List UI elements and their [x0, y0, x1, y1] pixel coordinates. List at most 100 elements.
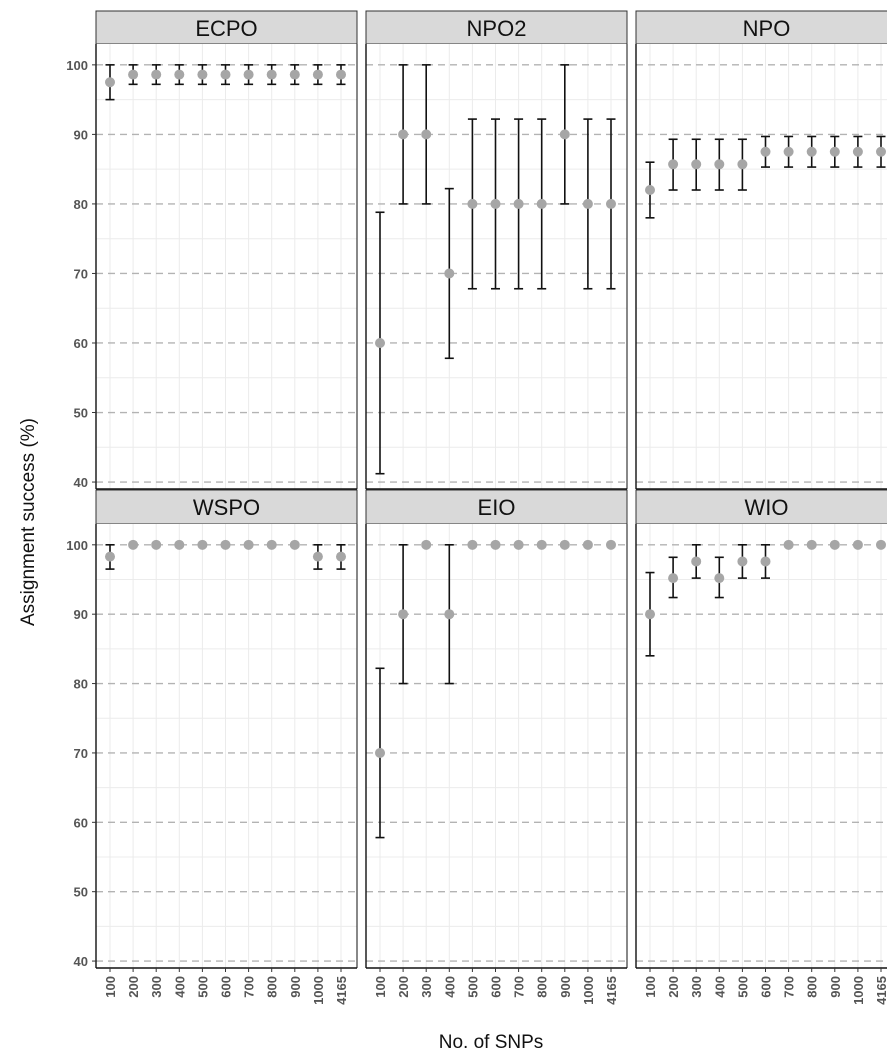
y-tick-label: 60 [74, 336, 88, 351]
data-point [536, 539, 547, 550]
data-point [876, 146, 886, 157]
panel-npo2: NPO2 [365, 10, 628, 490]
x-tick-label: 900 [828, 976, 843, 998]
data-point [783, 146, 794, 157]
x-tick-label: 400 [712, 976, 727, 998]
data-point [852, 539, 863, 550]
data-point [582, 539, 593, 550]
data-point [398, 129, 409, 140]
data-point [174, 539, 185, 550]
panel-background [636, 524, 887, 968]
data-point [714, 573, 725, 584]
data-point [668, 159, 679, 170]
x-tick-label: 500 [465, 976, 480, 998]
x-tick-label: 200 [666, 976, 681, 998]
data-point [714, 159, 725, 170]
data-point [536, 198, 547, 209]
data-point [691, 556, 702, 567]
panel-strip [365, 489, 628, 525]
y-tick-label: 70 [74, 266, 88, 281]
data-point [668, 573, 679, 584]
x-tick-label: 700 [782, 976, 797, 998]
data-point [289, 539, 300, 550]
panel-background [96, 44, 357, 489]
data-point [852, 146, 863, 157]
data-point [375, 747, 385, 758]
data-point [559, 129, 570, 140]
y-tick-label: 90 [74, 607, 88, 622]
data-point [645, 185, 655, 196]
panel-strip [635, 10, 887, 45]
panel-background [366, 44, 627, 489]
y-tick-label: 80 [74, 677, 88, 692]
data-point [151, 69, 162, 80]
data-point [513, 198, 524, 209]
panel-title: EIO [478, 495, 516, 520]
x-tick-label: 300 [419, 976, 434, 998]
data-point [243, 539, 254, 550]
data-point [691, 159, 702, 170]
panel-background [96, 524, 357, 968]
data-point [289, 69, 300, 80]
x-tick-label: 100 [643, 976, 658, 998]
y-tick-label: 100 [66, 58, 88, 73]
data-point [737, 159, 748, 170]
x-tick-label: 700 [512, 976, 527, 998]
data-point [312, 69, 323, 80]
y-tick-label: 60 [74, 815, 88, 830]
x-axis-title: No. of SNPs [439, 1032, 544, 1053]
x-tick-label: 300 [689, 976, 704, 998]
data-point [876, 539, 886, 550]
panel-background [366, 524, 627, 968]
data-point [829, 539, 840, 550]
x-tick-label: 900 [288, 976, 303, 998]
data-point [336, 69, 346, 80]
panels-layer: ECPO 40 50 60 70 80 90 100 NPO2 NPO WSPO 40 50 60 70 80… [66, 10, 887, 1005]
data-point [174, 69, 185, 80]
data-point [582, 198, 593, 209]
x-tick-label: 700 [242, 976, 257, 998]
x-tick-label: 400 [442, 976, 457, 998]
data-point [467, 539, 478, 550]
x-tick-label: 100 [373, 976, 388, 998]
data-point [444, 268, 455, 279]
x-tick-label: 900 [558, 976, 573, 998]
panel-title: NPO2 [467, 16, 527, 41]
data-point [421, 539, 432, 550]
data-point [197, 69, 208, 80]
data-point [444, 609, 455, 620]
x-tick-label: 800 [265, 976, 280, 998]
data-point [128, 69, 139, 80]
panel-title: ECPO [195, 16, 257, 41]
panel-title: WSPO [193, 495, 260, 520]
data-point [760, 146, 771, 157]
data-point [490, 539, 501, 550]
x-tick-label: 4165 [604, 976, 619, 1005]
y-tick-label: 80 [74, 197, 88, 212]
x-tick-label: 200 [126, 976, 141, 998]
x-tick-label: 500 [735, 976, 750, 998]
panel-eio: EIO 100 200 300 400 500 600 700 800 900 1000 4165 [365, 489, 628, 1005]
data-point [645, 609, 655, 620]
data-point [737, 556, 748, 567]
y-axis-title: Assignment success (%) [18, 418, 39, 626]
data-point [783, 539, 794, 550]
panel-title: NPO [743, 16, 791, 41]
x-tick-label: 800 [805, 976, 820, 998]
x-tick-label: 200 [396, 976, 411, 998]
y-tick-label: 40 [74, 475, 88, 490]
panel-title: WIO [745, 495, 789, 520]
data-point [105, 551, 115, 562]
x-tick-label: 600 [489, 976, 504, 998]
data-point [606, 198, 616, 209]
data-point [266, 539, 277, 550]
data-point [513, 539, 524, 550]
x-tick-label: 1000 [851, 976, 866, 1005]
y-tick-label: 40 [74, 954, 88, 969]
x-tick-label: 100 [103, 976, 118, 998]
data-point [559, 539, 570, 550]
x-tick-label: 400 [172, 976, 187, 998]
panel-strip [365, 10, 628, 45]
panel-wio: WIO 100 200 300 400 500 600 700 800 900 1000 4165 [635, 489, 887, 1005]
